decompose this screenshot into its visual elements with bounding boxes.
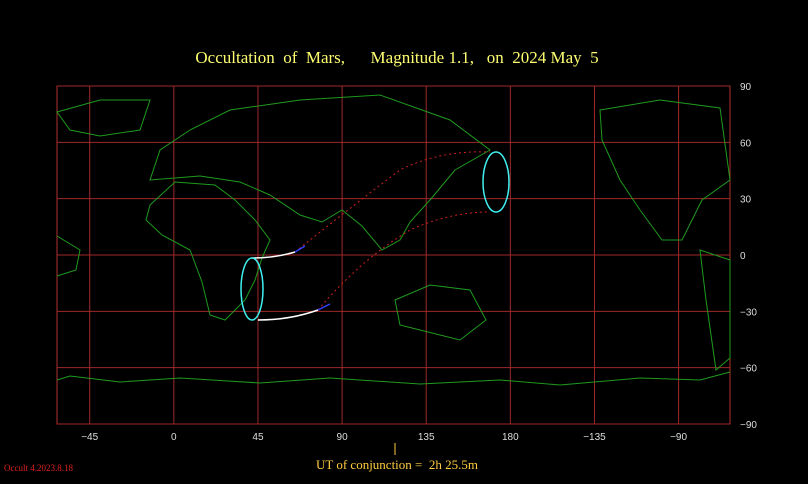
x-tick-label: 135	[418, 432, 435, 443]
y-tick-label: 90	[740, 82, 752, 93]
title: Occultation of Mars, Magnitude 1.1, on 2…	[195, 48, 598, 67]
path-limit	[317, 211, 491, 311]
y-tick-label: 30	[740, 195, 752, 206]
x-tick-label: −135	[583, 432, 606, 443]
coastline	[149, 94, 491, 251]
coastline	[56, 371, 731, 386]
x-tick-label: −90	[670, 432, 687, 443]
grid	[57, 85, 730, 425]
y-tick-label: −60	[740, 364, 757, 375]
conjunction-label: UT of conjunction = 2h 25.5m	[316, 457, 478, 472]
coastline	[56, 99, 151, 137]
coastline	[394, 284, 487, 341]
x-tick-label: −45	[81, 432, 98, 443]
y-tick-label: 60	[740, 138, 752, 149]
y-tick-label: −30	[740, 307, 757, 318]
y-tick-label: −90	[740, 420, 757, 431]
coastline	[56, 235, 81, 277]
coastline	[599, 99, 731, 241]
coastlines	[56, 94, 731, 386]
x-tick-label: 90	[337, 432, 349, 443]
path-limit	[257, 309, 319, 321]
x-tick-label: 0	[171, 432, 177, 443]
path-limit	[317, 303, 331, 311]
version-label: Occult 4.2023.8.18	[4, 463, 73, 473]
terminator	[482, 151, 510, 213]
path-limit	[251, 251, 296, 259]
coastline	[145, 181, 271, 321]
terminator	[240, 257, 264, 321]
coastline	[699, 249, 731, 371]
occultation-paths	[240, 151, 510, 321]
x-tick-label: 180	[502, 432, 519, 443]
x-tick-label: 45	[252, 432, 264, 443]
path-limit	[294, 245, 306, 253]
y-tick-label: 0	[740, 251, 746, 262]
